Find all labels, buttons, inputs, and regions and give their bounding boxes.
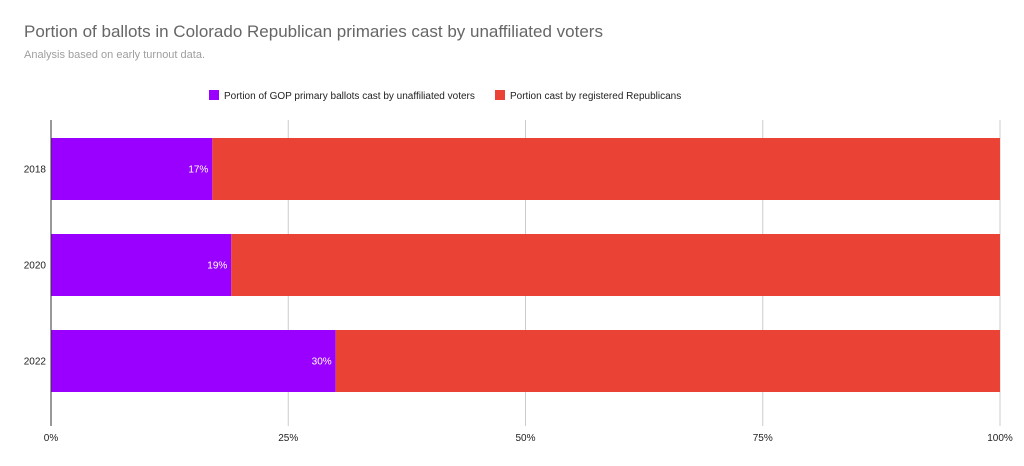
data-label: 17%	[188, 165, 208, 176]
x-tick-label: 50%	[515, 433, 535, 444]
legend-label: Portion cast by registered Republicans	[510, 91, 681, 102]
y-category-label: 2022	[24, 357, 47, 368]
legend-swatch	[209, 90, 219, 100]
x-tick-label: 100%	[987, 433, 1013, 444]
chart-subtitle: Analysis based on early turnout data.	[24, 49, 206, 61]
bar-segment	[51, 234, 232, 296]
bar-segment	[51, 330, 336, 392]
y-category-label: 2018	[24, 165, 47, 176]
x-tick-label: 0%	[44, 433, 59, 444]
data-label: 30%	[312, 357, 332, 368]
y-category-label: 2020	[24, 261, 47, 272]
legend-swatch	[495, 90, 505, 100]
bar-segment	[51, 138, 213, 200]
x-tick-label: 75%	[753, 433, 773, 444]
legend-label: Portion of GOP primary ballots cast by u…	[224, 91, 475, 102]
x-tick-label: 25%	[278, 433, 298, 444]
bar-segment	[231, 234, 1000, 296]
bar-segment	[212, 138, 1000, 200]
data-label: 19%	[207, 261, 227, 272]
bar-segment	[335, 330, 1000, 392]
chart-title: Portion of ballots in Colorado Republica…	[24, 22, 603, 41]
